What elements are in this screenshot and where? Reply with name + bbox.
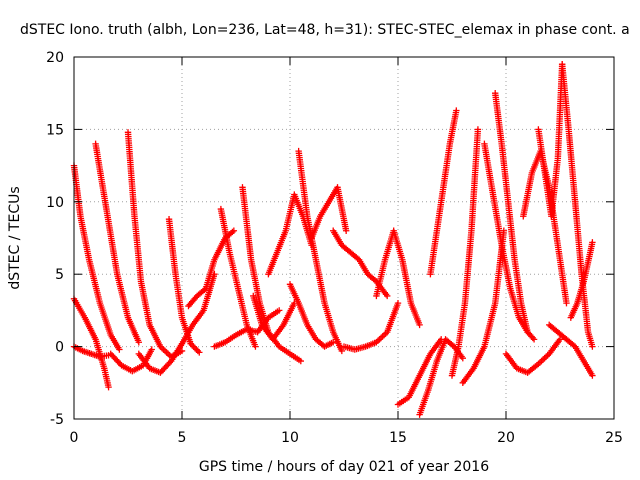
data-point (379, 333, 386, 340)
data-point (394, 299, 402, 307)
y-tick-label: 5 (55, 267, 64, 283)
x-axis-label: GPS time / hours of day 021 of year 2016 (199, 459, 489, 475)
data-point (338, 347, 346, 355)
series-2 (70, 343, 112, 360)
data-point (384, 292, 391, 300)
x-tick-label: 10 (281, 430, 299, 446)
data-point (229, 228, 236, 236)
data-point (453, 107, 460, 114)
series-23 (448, 126, 482, 379)
data-point (188, 341, 196, 349)
y-tick-label: 15 (46, 122, 64, 138)
series-26 (492, 90, 538, 343)
data-point (376, 336, 383, 343)
series-30 (546, 321, 596, 379)
x-tick-label: 0 (70, 430, 79, 446)
data-point (194, 347, 202, 355)
data-point (589, 239, 596, 246)
series-14 (286, 281, 337, 350)
series-21 (416, 336, 466, 418)
series-5 (124, 129, 186, 360)
data-point (276, 307, 283, 314)
data-point (160, 346, 167, 353)
data-point (342, 227, 350, 234)
x-tick-label: 20 (497, 430, 515, 446)
data-point (474, 126, 482, 133)
series-17 (330, 227, 391, 300)
data-point (191, 344, 199, 352)
series-15 (295, 147, 346, 355)
series-32 (567, 239, 596, 321)
series-31 (558, 61, 596, 350)
data-point (530, 336, 538, 343)
data-point (529, 334, 536, 342)
x-tick-label: 5 (178, 430, 187, 446)
data-point (330, 339, 337, 346)
plot-frame (73, 56, 615, 420)
series-8 (185, 227, 238, 310)
y-tick-label: -5 (50, 412, 64, 428)
grid (74, 57, 614, 419)
data-point (187, 340, 194, 347)
y-tick-label: 0 (55, 340, 64, 356)
data-point (542, 353, 550, 360)
series-3 (92, 140, 142, 346)
series-12 (250, 292, 298, 343)
data-point (416, 321, 423, 329)
series-19 (373, 227, 423, 329)
data-point (538, 357, 545, 365)
series-7 (165, 215, 203, 356)
data-point (589, 372, 596, 379)
data-point (190, 343, 197, 350)
series-27 (502, 336, 564, 376)
data-point (116, 346, 123, 353)
series-22 (427, 107, 460, 278)
data-point (563, 299, 570, 307)
x-tick-label: 15 (389, 430, 407, 446)
x-tick-label: 25 (605, 430, 623, 446)
series-20 (394, 336, 445, 408)
y-tick-label: 10 (46, 195, 64, 211)
data-point (556, 336, 564, 343)
data-point (105, 383, 112, 391)
data-point (163, 349, 170, 356)
data-point (196, 349, 203, 356)
data-point (541, 354, 548, 362)
series-13 (265, 191, 315, 278)
data-point (201, 286, 208, 294)
y-tick-label: 20 (46, 50, 64, 66)
data-point (193, 346, 200, 353)
series-24 (459, 227, 508, 386)
series-28 (520, 147, 570, 307)
series-0 (70, 162, 123, 353)
y-axis-label: dSTEC / TECUs (7, 186, 23, 289)
series-10 (217, 205, 259, 350)
data-point (252, 343, 259, 350)
data-point (380, 331, 388, 339)
data-point (230, 227, 238, 234)
data-points (70, 61, 596, 418)
series-16 (308, 184, 350, 242)
data-point (377, 334, 385, 342)
data-point (539, 356, 547, 363)
data-point (297, 357, 304, 365)
series-1 (70, 295, 112, 391)
data-point (589, 343, 596, 350)
series-4 (107, 346, 155, 375)
data-point (148, 346, 155, 353)
series-18 (340, 299, 402, 353)
axis-ticks: 0 5 10 15 20 25 -5 0 5 10 15 20 (46, 50, 623, 446)
data-point (135, 339, 142, 346)
data-point (459, 354, 466, 362)
data-point (161, 347, 169, 355)
chart-title: dSTEC Iono. truth (albh, Lon=236, Lat=48… (20, 22, 630, 38)
